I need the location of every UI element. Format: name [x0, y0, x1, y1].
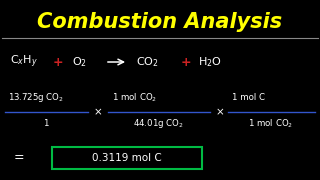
Text: C$_x$H$_y$: C$_x$H$_y$	[10, 54, 38, 70]
Text: 44.01g CO$_2$: 44.01g CO$_2$	[133, 118, 185, 130]
Text: 1 mol CO$_2$: 1 mol CO$_2$	[248, 118, 294, 130]
Text: 1: 1	[43, 120, 49, 129]
Text: O$_2$: O$_2$	[72, 55, 87, 69]
Text: Combustion Analysis: Combustion Analysis	[37, 12, 283, 32]
Text: +: +	[53, 55, 63, 69]
Text: 13.725g CO$_2$: 13.725g CO$_2$	[8, 91, 64, 105]
Text: $\times$: $\times$	[93, 107, 103, 117]
Text: H$_2$O: H$_2$O	[198, 55, 222, 69]
Text: =: =	[14, 152, 25, 165]
Text: 0.3119 mol C: 0.3119 mol C	[92, 153, 162, 163]
Text: $\times$: $\times$	[215, 107, 225, 117]
Text: +: +	[181, 55, 191, 69]
Text: 1 mol C: 1 mol C	[232, 93, 265, 102]
FancyBboxPatch shape	[52, 147, 202, 169]
Text: 1 mol CO$_2$: 1 mol CO$_2$	[112, 92, 157, 104]
Text: CO$_2$: CO$_2$	[136, 55, 159, 69]
